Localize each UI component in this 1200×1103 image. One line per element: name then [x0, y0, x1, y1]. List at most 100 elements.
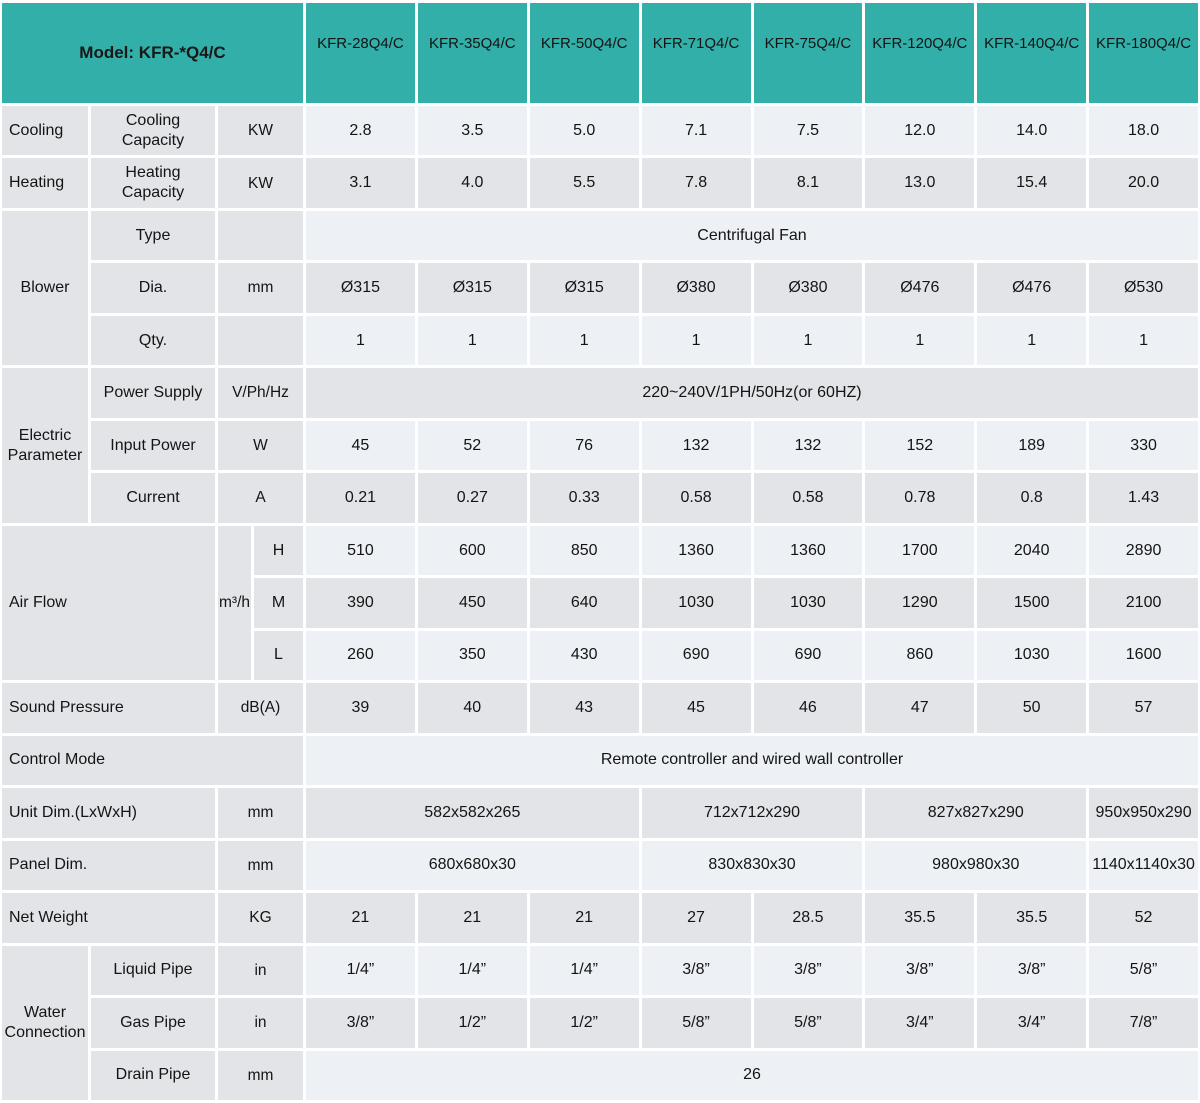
model-column-header: KFR-75Q4/C: [753, 3, 863, 103]
net-weight-value: 28.5: [753, 893, 863, 943]
heating-value: 3.1: [306, 158, 415, 208]
panel-dim-value: 980x980x30: [865, 840, 1087, 891]
gas-pipe-value: 5/8”: [753, 998, 863, 1048]
row-label-electric-parameter: Electric Parameter: [2, 368, 88, 523]
unit-dim-value: 582x582x265: [306, 788, 639, 838]
sound-pressure-value: 39: [306, 683, 415, 733]
airflow-low-value: 1030: [977, 630, 1087, 681]
gas-pipe-value: 3/4”: [865, 998, 975, 1048]
blower-dia-value: Ø380: [641, 263, 751, 313]
input-power-value: 189: [977, 420, 1087, 471]
unit-cell: V/Ph/Hz: [218, 368, 303, 418]
row-sublabel-power-supply: Power Supply: [91, 368, 215, 418]
gas-pipe-value: 1/2”: [417, 998, 527, 1048]
unit-cell: KW: [218, 158, 303, 208]
sound-pressure-value: 45: [641, 683, 751, 733]
unit-cell: KW: [218, 106, 303, 156]
net-weight-value: 21: [306, 893, 415, 943]
airflow-medium-value: 2100: [1089, 578, 1198, 628]
blower-dia-value: Ø476: [977, 263, 1087, 313]
unit-cell-m3h: m³/h: [218, 525, 251, 681]
sound-pressure-value: 47: [865, 683, 975, 733]
airflow-high-value: 1700: [865, 525, 975, 576]
unit-dim-value: 827x827x290: [865, 788, 1087, 838]
model-column-header: KFR-50Q4/C: [529, 3, 639, 103]
cooling-value: 14.0: [977, 106, 1087, 156]
gas-pipe-value: 3/8”: [306, 998, 415, 1048]
unit-cell: KG: [218, 893, 303, 943]
gas-pipe-value: 1/2”: [529, 998, 639, 1048]
blower-dia-value: Ø315: [417, 263, 527, 313]
input-power-value: 152: [865, 420, 975, 471]
current-value: 0.8: [977, 473, 1087, 523]
net-weight-value: 27: [641, 893, 751, 943]
cooling-value: 12.0: [865, 106, 975, 156]
row-label-panel-dim: Panel Dim.: [2, 840, 215, 891]
liquid-pipe-value: 1/4”: [417, 945, 527, 996]
spec-table: Model: KFR-*Q4/C KFR-28Q4/C KFR-35Q4/C K…: [2, 3, 1198, 1100]
sound-pressure-value: 40: [417, 683, 527, 733]
unit-cell: in: [218, 998, 303, 1048]
airflow-high-value: 2890: [1089, 525, 1198, 576]
unit-cell: mm: [218, 788, 303, 838]
airflow-medium-value: 450: [417, 578, 527, 628]
heating-value: 20.0: [1089, 158, 1198, 208]
blower-dia-value: Ø315: [306, 263, 415, 313]
row-sublabel-dia: Dia.: [91, 263, 215, 313]
blower-dia-value: Ø380: [753, 263, 863, 313]
row-sublabel-type: Type: [91, 210, 215, 261]
heating-value: 8.1: [753, 158, 863, 208]
sound-pressure-value: 57: [1089, 683, 1198, 733]
model-column-header: KFR-140Q4/C: [977, 3, 1087, 103]
current-value: 0.27: [417, 473, 527, 523]
heating-value: 4.0: [417, 158, 527, 208]
panel-dim-value: 1140x1140x30: [1089, 840, 1198, 891]
airflow-low-value: 1600: [1089, 630, 1198, 681]
airflow-medium-value: 1030: [641, 578, 751, 628]
input-power-value: 45: [306, 420, 415, 471]
blower-qty-value: 1: [865, 315, 975, 366]
unit-cell: mm: [218, 1050, 303, 1100]
gas-pipe-value: 7/8”: [1089, 998, 1198, 1048]
model-column-header: KFR-28Q4/C: [306, 3, 415, 103]
input-power-value: 132: [641, 420, 751, 471]
row-sublabel-current: Current: [91, 473, 215, 523]
airflow-high-value: 510: [306, 525, 415, 576]
row-sublabel-heating-capacity: Heating Capacity: [91, 158, 215, 208]
airflow-high-value: 600: [417, 525, 527, 576]
airflow-low-value: 690: [753, 630, 863, 681]
panel-dim-value: 830x830x30: [641, 840, 863, 891]
blower-dia-value: Ø530: [1089, 263, 1198, 313]
unit-cell: mm: [218, 840, 303, 891]
blower-qty-value: 1: [641, 315, 751, 366]
model-column-header: KFR-71Q4/C: [641, 3, 751, 103]
airflow-medium-value: 1500: [977, 578, 1087, 628]
liquid-pipe-value: 1/4”: [306, 945, 415, 996]
gas-pipe-value: 5/8”: [641, 998, 751, 1048]
blower-dia-value: Ø315: [529, 263, 639, 313]
row-sublabel-gas-pipe: Gas Pipe: [91, 998, 215, 1048]
current-value: 0.78: [865, 473, 975, 523]
input-power-value: 132: [753, 420, 863, 471]
unit-cell: W: [218, 420, 303, 471]
liquid-pipe-value: 5/8”: [1089, 945, 1198, 996]
gas-pipe-value: 3/4”: [977, 998, 1087, 1048]
airflow-speed-high: H: [254, 525, 303, 576]
liquid-pipe-value: 1/4”: [529, 945, 639, 996]
unit-cell-empty: [218, 210, 303, 261]
row-sublabel-cooling-capacity: Cooling Capacity: [91, 106, 215, 156]
cooling-value: 7.1: [641, 106, 751, 156]
power-supply-value: 220~240V/1PH/50Hz(or 60HZ): [306, 368, 1198, 418]
airflow-high-value: 1360: [641, 525, 751, 576]
cooling-value: 3.5: [417, 106, 527, 156]
row-label-blower: Blower: [2, 210, 88, 366]
net-weight-value: 35.5: [977, 893, 1087, 943]
row-label-control-mode: Control Mode: [2, 735, 303, 786]
airflow-low-value: 690: [641, 630, 751, 681]
unit-cell-empty: [218, 315, 303, 366]
unit-cell: in: [218, 945, 303, 996]
cooling-value: 18.0: [1089, 106, 1198, 156]
row-label-air-flow: Air Flow: [2, 525, 215, 681]
input-power-value: 52: [417, 420, 527, 471]
row-label-unit-dim: Unit Dim.(LxWxH): [2, 788, 215, 838]
